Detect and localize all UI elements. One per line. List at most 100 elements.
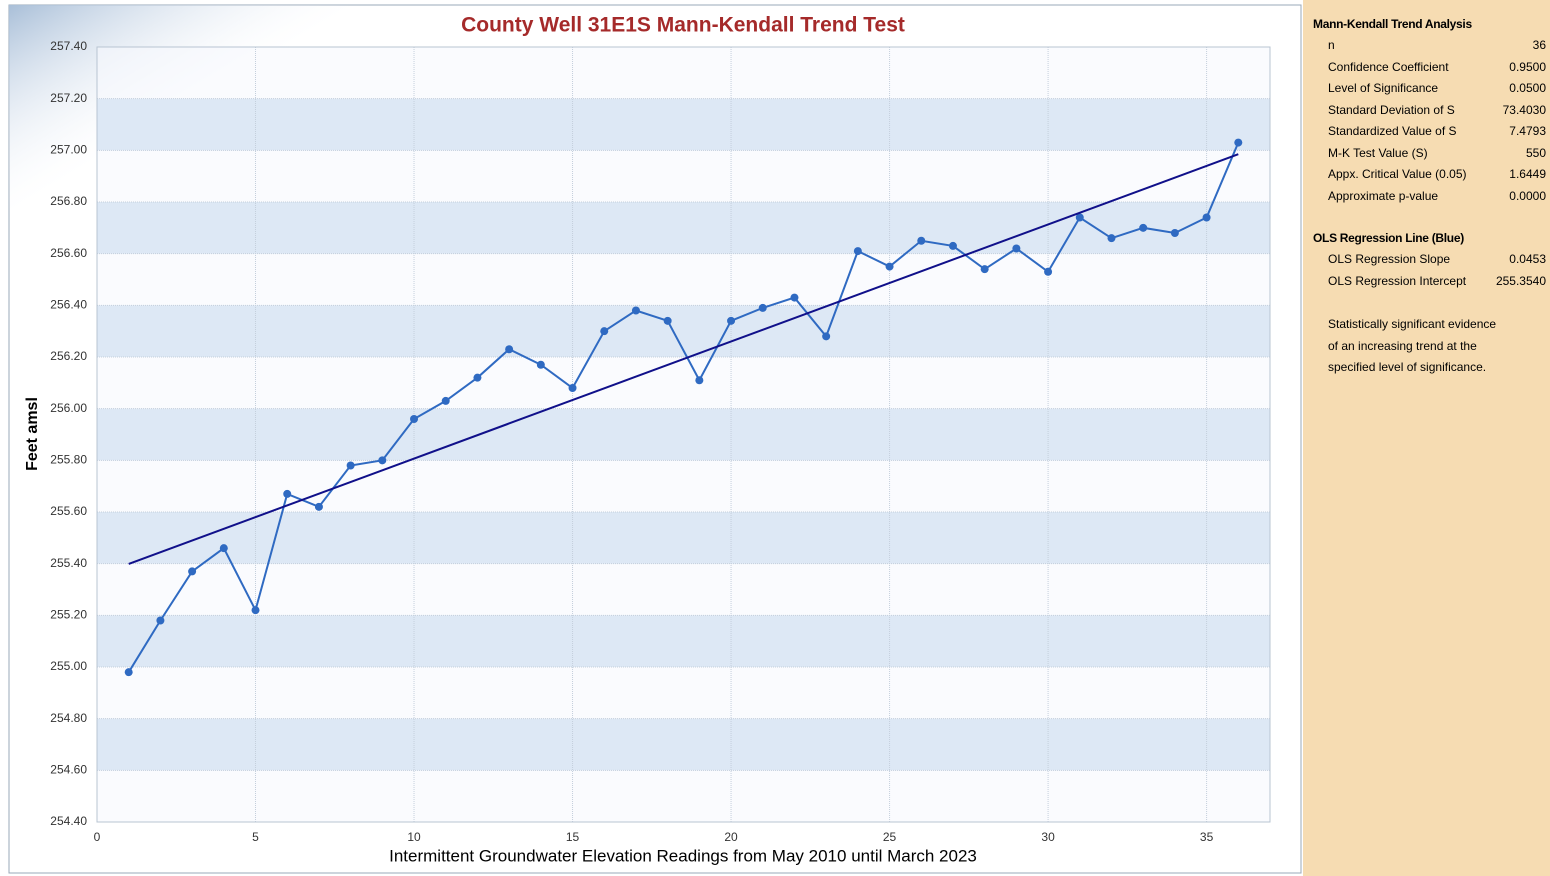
note-line: Statistically significant evidence: [1328, 317, 1497, 331]
x-tick-label: 20: [724, 830, 738, 844]
y-tick-label: 255.40: [50, 556, 87, 570]
stat-label: Approximate p-value: [1328, 188, 1439, 203]
x-tick-label: 15: [566, 830, 580, 844]
ols-title: OLS Regression Line (Blue): [1313, 231, 1464, 245]
x-tick-label: 25: [883, 830, 897, 844]
data-point: [410, 415, 419, 423]
stat-value: 1.6449: [1509, 167, 1546, 181]
y-tick-label: 255.20: [50, 608, 87, 622]
plot-border: [96, 46, 1271, 823]
y-tick-label: 255.80: [50, 453, 87, 467]
y-tick-label: 257.40: [50, 39, 87, 53]
band: [97, 305, 1270, 357]
data-point: [1202, 213, 1211, 222]
stat-label: OLS Regression Intercept: [1328, 273, 1467, 288]
data-point: [600, 327, 609, 336]
data-point: [853, 247, 862, 256]
x-tick-label: 35: [1200, 830, 1214, 844]
stat-label: Standardized Value of S: [1328, 124, 1457, 138]
y-tick-label: 256.00: [50, 401, 87, 415]
panel-title: Mann-Kendall Trend Analysis: [1313, 17, 1472, 31]
chart-title: County Well 31E1S Mann-Kendall Trend Tes…: [461, 14, 905, 37]
data-point: [219, 544, 228, 553]
data-point: [1044, 267, 1053, 276]
y-tick-label: 256.40: [50, 298, 87, 312]
x-axis-label: Intermittent Groundwater Elevation Readi…: [389, 846, 977, 865]
y-tick-label: 254.60: [50, 763, 87, 777]
data-point: [346, 461, 355, 470]
y-tick-label: 257.20: [50, 91, 87, 105]
data-point: [251, 606, 260, 615]
x-tick-label: 30: [1041, 830, 1055, 844]
stat-label: OLS Regression Slope: [1328, 252, 1451, 266]
data-point: [124, 668, 133, 677]
stat-value: 550: [1525, 145, 1546, 160]
data-point: [473, 373, 482, 382]
data-point: [1170, 229, 1179, 237]
stat-label: Appx. Critical Value (0.05): [1328, 167, 1467, 181]
band: [97, 512, 1270, 564]
band: [97, 98, 1270, 151]
data-point: [283, 489, 292, 498]
y-axis-label: Feet amsl: [24, 397, 41, 471]
y-tick-label: 256.80: [50, 194, 87, 208]
stat-value: 73.4030: [1502, 102, 1546, 117]
stat-value: 0.0000: [1509, 188, 1546, 203]
x-tick-label: 5: [252, 830, 259, 844]
y-tick-label: 255.60: [50, 504, 87, 518]
x-tick-label: 0: [94, 830, 101, 844]
data-point: [1107, 234, 1116, 243]
data-point: [1012, 244, 1021, 253]
y-tick-label: 254.80: [50, 711, 87, 725]
data-point: [790, 293, 799, 302]
data-point: [568, 384, 577, 392]
data-point: [631, 306, 640, 315]
data-point: [441, 396, 450, 405]
data-point: [1234, 138, 1243, 147]
data-point: [536, 360, 545, 369]
data-point: [917, 236, 926, 245]
note-line: specified level of significance.: [1328, 360, 1487, 374]
x-tick-label: 10: [407, 830, 421, 844]
data-point: [980, 265, 989, 274]
stats-panel: Mann-Kendall Trend Analysis n 36 Confidence…: [1303, 0, 1550, 876]
stat-value: 7.4793: [1509, 124, 1546, 138]
data-point: [727, 316, 736, 325]
data-point: [695, 376, 704, 385]
data-point: [505, 345, 514, 354]
data-point: [885, 262, 894, 271]
note-line: of an increasing trend at the: [1328, 338, 1477, 353]
data-point: [1139, 223, 1148, 232]
data-point: [663, 316, 672, 325]
data-point: [156, 616, 165, 625]
stat-label: Level of Significance: [1328, 81, 1439, 95]
band: [97, 615, 1270, 667]
data-point: [758, 303, 767, 312]
data-line: [127, 142, 1240, 673]
y-tick-label: 254.40: [50, 814, 87, 828]
band: [97, 408, 1270, 461]
data-point: [188, 567, 197, 576]
chart: County Well 31E1S Mann-Kendall Trend Tes…: [8, 4, 1302, 874]
stat-label: Confidence Coefficient: [1328, 59, 1449, 74]
stat-value: 36: [1532, 38, 1546, 52]
stat-value: 0.9500: [1509, 59, 1546, 74]
stat-label: M-K Test Value (S): [1328, 145, 1428, 160]
stat-value: 0.0500: [1509, 81, 1546, 95]
data-point: [314, 502, 323, 511]
y-tick-label: 256.20: [50, 349, 87, 363]
y-tick-label: 256.60: [50, 246, 87, 260]
data-point: [1075, 213, 1084, 222]
data-point: [822, 332, 831, 341]
data-point: [378, 456, 387, 465]
band: [97, 718, 1270, 771]
regression-line: [128, 153, 1239, 565]
data-point: [948, 241, 957, 250]
stat-label: Standard Deviation of S: [1328, 102, 1455, 117]
stat-value: 255.3540: [1495, 273, 1546, 288]
stat-label: n: [1328, 38, 1335, 52]
y-tick-label: 257.00: [50, 143, 87, 157]
y-tick-label: 255.00: [50, 659, 87, 673]
stat-value: 0.0453: [1509, 252, 1546, 266]
